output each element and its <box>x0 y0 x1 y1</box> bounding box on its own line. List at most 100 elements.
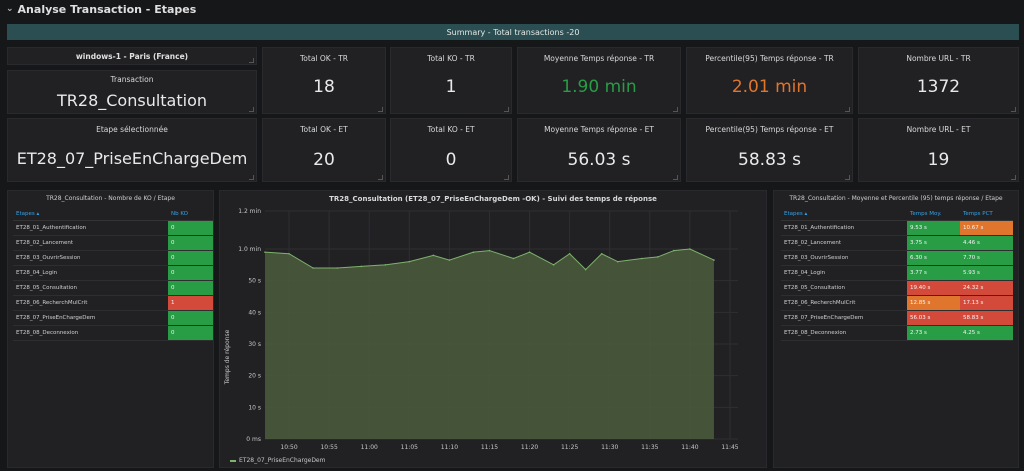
table-row[interactable]: ET28_04_Login 0 <box>13 265 213 281</box>
stat-title: Total OK - ET <box>300 125 348 134</box>
row-header[interactable]: ⌄ Analyse Transaction - Etapes <box>6 0 196 18</box>
pct-time-cell: 4.25 s <box>960 325 1013 341</box>
resize-handle-icon[interactable] <box>249 58 254 63</box>
stat-total-ok-tr: Total OK - TR 18 <box>262 47 386 114</box>
transaction-label: Transaction <box>110 75 154 84</box>
step-name-cell: ET28_03_OuvrirSession <box>781 250 907 266</box>
series-point[interactable] <box>640 257 643 260</box>
step-label: Etape sélectionnée <box>96 125 168 134</box>
avg-time-cell: 3.75 s <box>907 235 960 251</box>
step-panel: Etape sélectionnée ET28_07_PriseEnCharge… <box>7 118 257 182</box>
ko-count-cell: 0 <box>168 325 213 341</box>
table-row[interactable]: ET28_02_Lancement 0 <box>13 235 213 251</box>
pct-time-cell: 24.32 s <box>960 280 1013 296</box>
table-row[interactable]: ET28_05_Consultation 0 <box>13 280 213 296</box>
resize-handle-icon[interactable] <box>673 175 678 180</box>
series-point[interactable] <box>600 252 603 255</box>
column-header-steps[interactable]: Etapes ▴ <box>13 209 168 221</box>
series-point[interactable] <box>360 265 363 268</box>
resize-handle-icon[interactable] <box>249 107 254 112</box>
chevron-down-icon[interactable]: ⌄ <box>6 4 14 14</box>
resize-handle-icon[interactable] <box>249 175 254 180</box>
series-point[interactable] <box>713 259 715 261</box>
series-point[interactable] <box>584 268 587 271</box>
column-header-avg[interactable]: Temps Moy. <box>907 209 960 221</box>
resize-handle-icon[interactable] <box>378 175 383 180</box>
series-point[interactable] <box>528 251 531 253</box>
y-tick-label: 1.2 min <box>238 208 261 215</box>
table-row[interactable]: ET28_08_Deconnexion 2.73 s 4.25 s <box>781 325 1013 341</box>
step-name-cell: ET28_06_RecherchMulCrit <box>781 295 907 311</box>
table-row[interactable]: ET28_05_Consultation 19.40 s 24.32 s <box>781 280 1013 296</box>
stat-url-count-tr: Nombre URL - TR 1372 <box>858 47 1019 114</box>
x-tick-label: 11:05 <box>401 444 418 451</box>
response-time-chart-panel: TR28_Consultation (ET28_07_PriseEnCharge… <box>219 190 767 468</box>
table-row[interactable]: ET28_06_RecherchMulCrit 12.85 s 17.13 s <box>781 295 1013 311</box>
series-point[interactable] <box>552 264 555 266</box>
series-point[interactable] <box>288 252 290 255</box>
stat-percentile-et: Percentile(95) Temps réponse - ET 58.83 … <box>686 118 853 182</box>
table-row[interactable]: ET28_02_Lancement 3.75 s 4.46 s <box>781 235 1013 251</box>
step-name-cell: ET28_07_PriseEnChargeDem <box>781 310 907 326</box>
series-point[interactable] <box>408 260 411 263</box>
chart-legend[interactable]: ET28_07_PriseEnChargeDem <box>230 457 325 464</box>
series-point[interactable] <box>448 259 451 261</box>
table-row[interactable]: ET28_06_RecherchMulCrit 1 <box>13 295 213 311</box>
column-header-steps[interactable]: Etapes ▴ <box>781 209 907 221</box>
stat-avg-response-tr: Moyenne Temps réponse - TR 1.90 min <box>517 47 681 114</box>
series-point[interactable] <box>384 264 387 266</box>
series-point[interactable] <box>568 252 571 255</box>
series-point[interactable] <box>616 260 619 263</box>
series-point[interactable] <box>432 254 435 257</box>
series-point[interactable] <box>689 248 691 250</box>
table-row[interactable]: ET28_03_OuvrirSession 6.30 s 7.70 s <box>781 250 1013 266</box>
dashboard-row-title: Analyse Transaction - Etapes <box>17 2 197 16</box>
step-name-cell: ET28_04_Login <box>13 265 168 281</box>
table-row[interactable]: ET28_01_Authentification 0 <box>13 220 213 236</box>
series-point[interactable] <box>336 267 338 269</box>
step-name-cell: ET28_05_Consultation <box>781 280 907 296</box>
x-tick-label: 11:35 <box>641 444 658 451</box>
table-row[interactable]: ET28_07_PriseEnChargeDem 56.03 s 58.83 s <box>781 310 1013 326</box>
resize-handle-icon[interactable] <box>673 107 678 112</box>
series-point[interactable] <box>512 257 515 260</box>
series-point[interactable] <box>488 249 491 252</box>
table-row[interactable]: ET28_01_Authentification 9.53 s 10.67 s <box>781 220 1013 236</box>
ko-count-cell: 0 <box>168 265 213 281</box>
column-header-pct[interactable]: Temps PCT <box>960 209 1013 221</box>
resize-handle-icon[interactable] <box>1011 175 1016 180</box>
pct-time-cell: 17.13 s <box>960 295 1013 311</box>
resize-handle-icon[interactable] <box>504 107 509 112</box>
resize-handle-icon[interactable] <box>845 107 850 112</box>
ko-table-title: TR28_Consultation - Nombre de KO / Etape <box>46 195 175 202</box>
stat-title: Total OK - TR <box>300 54 348 63</box>
resize-handle-icon[interactable] <box>378 107 383 112</box>
resize-handle-icon[interactable] <box>845 175 850 180</box>
series-point[interactable] <box>673 249 675 252</box>
column-header-ko[interactable]: Nb KO <box>168 209 213 221</box>
resize-handle-icon[interactable] <box>1011 107 1016 112</box>
table-row[interactable]: ET28_04_Login 3.77 s 5.93 s <box>781 265 1013 281</box>
stat-title: Nombre URL - TR <box>906 54 971 63</box>
series-point[interactable] <box>312 267 314 269</box>
response-time-chart[interactable]: 0 ms 10 s 20 s 30 s 40 s 50 s 1.0 min 1.2 min 10… <box>220 203 768 465</box>
chart-title: TR28_Consultation (ET28_07_PriseEnCharge… <box>329 195 657 203</box>
stat-url-count-et: Nombre URL - ET 19 <box>858 118 1019 182</box>
x-tick-label: 10:50 <box>280 444 297 451</box>
series-point[interactable] <box>472 251 475 253</box>
table-row[interactable]: ET28_08_Deconnexion 0 <box>13 325 213 341</box>
series-point[interactable] <box>657 256 659 258</box>
stat-title: Total KO - ET <box>427 125 475 134</box>
series-point[interactable] <box>264 251 266 253</box>
stat-total-ko-et: Total KO - ET 0 <box>390 118 512 182</box>
x-tick-label: 11:00 <box>361 444 378 451</box>
y-tick-label: 20 s <box>248 373 261 380</box>
avg-time-cell: 3.77 s <box>907 265 960 281</box>
table-row[interactable]: ET28_03_OuvrirSession 0 <box>13 250 213 266</box>
y-tick-label: 50 s <box>248 278 261 285</box>
time-table-panel: TR28_Consultation - Moyenne et Percentil… <box>773 190 1019 468</box>
resize-handle-icon[interactable] <box>504 175 509 180</box>
stat-title: Moyenne Temps réponse - ET <box>544 125 654 134</box>
table-row[interactable]: ET28_07_PriseEnChargeDem 0 <box>13 310 213 326</box>
step-name-cell: ET28_01_Authentification <box>13 220 168 236</box>
